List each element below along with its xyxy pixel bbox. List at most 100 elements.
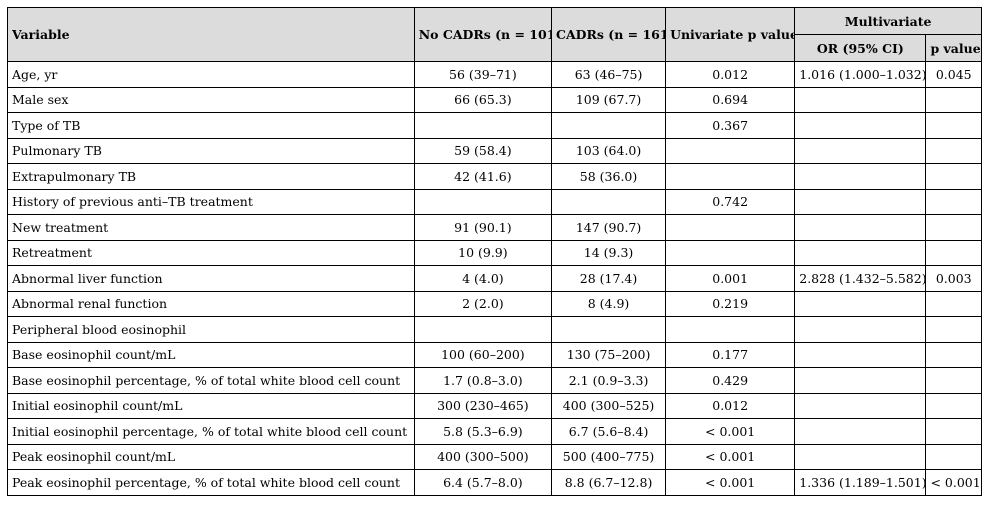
cell-no-cadrs: 59 (58.4): [413, 137, 553, 164]
table-row: Retreatment 10 (9.9) 14 (9.3): [7, 239, 982, 266]
cell-variable: Male sex: [7, 86, 415, 113]
cell-univariate-p: 0.177: [665, 341, 796, 368]
cell-no-cadrs: 5.8 (5.3–6.9): [413, 418, 553, 445]
table-row: History of previous anti–TB treatment 0.7…: [7, 188, 982, 215]
cell-variable: Abnormal renal function: [7, 290, 415, 317]
cell-or-ci: [794, 86, 927, 113]
table-row: Abnormal liver function 4 (4.0) 28 (17.4) 0…: [7, 265, 982, 292]
cell-or-ci: 1.016 (1.000–1.032): [794, 61, 927, 88]
cell-no-cadrs: 1.7 (0.8–3.0): [413, 367, 553, 394]
cell-or-ci: [794, 418, 927, 445]
table-row: Type of TB 0.367: [7, 112, 982, 139]
cell-or-ci: [794, 239, 927, 266]
cell-p-value: [925, 418, 982, 445]
cell-p-value: [925, 86, 982, 113]
cell-or-ci: [794, 367, 927, 394]
cell-variable: Peripheral blood eosinophil: [7, 316, 415, 343]
cell-cadrs: 14 (9.3): [551, 239, 667, 266]
cell-cadrs: 8 (4.9): [551, 290, 667, 317]
cell-variable: Peak eosinophil count/mL: [7, 443, 415, 470]
header-univariate-p: Univariate p value: [665, 7, 796, 62]
cell-p-value: [925, 443, 982, 470]
cell-no-cadrs: 100 (60–200): [413, 341, 553, 368]
cell-cadrs: [551, 188, 667, 215]
cell-or-ci: [794, 443, 927, 470]
table-row: Peripheral blood eosinophil: [7, 316, 982, 343]
cell-or-ci: [794, 290, 927, 317]
cell-or-ci: [794, 341, 927, 368]
cell-univariate-p: < 0.001: [665, 418, 796, 445]
cell-p-value: [925, 163, 982, 190]
cell-univariate-p: < 0.001: [665, 443, 796, 470]
header-multivariate: Multivariate: [794, 7, 982, 35]
cell-variable: History of previous anti–TB treatment: [7, 188, 415, 215]
cell-p-value: [925, 341, 982, 368]
cell-variable: Initial eosinophil count/mL: [7, 392, 415, 419]
table-row: Base eosinophil percentage, % of total w…: [7, 367, 982, 394]
table-row: Male sex 66 (65.3) 109 (67.7) 0.694: [7, 86, 982, 113]
cell-p-value: [925, 290, 982, 317]
table-row: Age, yr 56 (39–71) 63 (46–75) 0.012 1.016 (1…: [7, 61, 982, 88]
table-body: Age, yr 56 (39–71) 63 (46–75) 0.012 1.016 (1…: [7, 61, 982, 496]
cell-variable: Type of TB: [7, 112, 415, 139]
table-header: Variable No CADRs (n = 101) CADRs (n = 1…: [7, 7, 982, 62]
table-row: Initial eosinophil count/mL 300 (230–465)…: [7, 392, 982, 419]
cell-variable: Age, yr: [7, 61, 415, 88]
cell-or-ci: [794, 163, 927, 190]
cell-variable: Pulmonary TB: [7, 137, 415, 164]
table-row: Pulmonary TB 59 (58.4) 103 (64.0): [7, 137, 982, 164]
cell-variable: Peak eosinophil percentage, % of total w…: [7, 469, 415, 496]
cell-univariate-p: 0.694: [665, 86, 796, 113]
cell-p-value: [925, 214, 982, 241]
cell-cadrs: 130 (75–200): [551, 341, 667, 368]
cell-no-cadrs: 42 (41.6): [413, 163, 553, 190]
cell-cadrs: [551, 112, 667, 139]
header-no-cadrs: No CADRs (n = 101): [413, 7, 553, 62]
cell-no-cadrs: [413, 188, 553, 215]
header-or-ci: OR (95% CI): [794, 34, 927, 62]
results-table: Variable No CADRs (n = 101) CADRs (n = 1…: [7, 7, 982, 496]
table-row: Peak eosinophil percentage, % of total w…: [7, 469, 982, 496]
table-container: Variable No CADRs (n = 101) CADRs (n = 1…: [7, 7, 982, 496]
cell-univariate-p: < 0.001: [665, 469, 796, 496]
cell-cadrs: 103 (64.0): [551, 137, 667, 164]
cell-univariate-p: 0.219: [665, 290, 796, 317]
cell-p-value: 0.045: [925, 61, 982, 88]
cell-no-cadrs: 2 (2.0): [413, 290, 553, 317]
table-row: Peak eosinophil count/mL 400 (300–500) 500…: [7, 443, 982, 470]
cell-variable: Base eosinophil percentage, % of total w…: [7, 367, 415, 394]
cell-or-ci: 1.336 (1.189–1.501): [794, 469, 927, 496]
cell-univariate-p: 0.742: [665, 188, 796, 215]
cell-univariate-p: 0.012: [665, 392, 796, 419]
cell-or-ci: [794, 188, 927, 215]
cell-cadrs: 63 (46–75): [551, 61, 667, 88]
cell-cadrs: 2.1 (0.9–3.3): [551, 367, 667, 394]
table-row: Base eosinophil count/mL 100 (60–200) 130 …: [7, 341, 982, 368]
cell-cadrs: 109 (67.7): [551, 86, 667, 113]
cell-cadrs: 28 (17.4): [551, 265, 667, 292]
cell-or-ci: 2.828 (1.432–5.582): [794, 265, 927, 292]
cell-p-value: [925, 316, 982, 343]
cell-cadrs: 500 (400–775): [551, 443, 667, 470]
cell-univariate-p: [665, 163, 796, 190]
cell-p-value: [925, 137, 982, 164]
cell-p-value: 0.003: [925, 265, 982, 292]
cell-or-ci: [794, 316, 927, 343]
cell-univariate-p: [665, 214, 796, 241]
cell-univariate-p: 0.001: [665, 265, 796, 292]
cell-variable: Base eosinophil count/mL: [7, 341, 415, 368]
cell-univariate-p: [665, 239, 796, 266]
cell-no-cadrs: 4 (4.0): [413, 265, 553, 292]
cell-no-cadrs: 91 (90.1): [413, 214, 553, 241]
cell-univariate-p: [665, 316, 796, 343]
cell-p-value: [925, 392, 982, 419]
cell-cadrs: 58 (36.0): [551, 163, 667, 190]
cell-univariate-p: 0.012: [665, 61, 796, 88]
cell-p-value: [925, 112, 982, 139]
cell-cadrs: [551, 316, 667, 343]
cell-no-cadrs: 400 (300–500): [413, 443, 553, 470]
cell-variable: New treatment: [7, 214, 415, 241]
cell-no-cadrs: 66 (65.3): [413, 86, 553, 113]
cell-univariate-p: 0.429: [665, 367, 796, 394]
cell-cadrs: 147 (90.7): [551, 214, 667, 241]
